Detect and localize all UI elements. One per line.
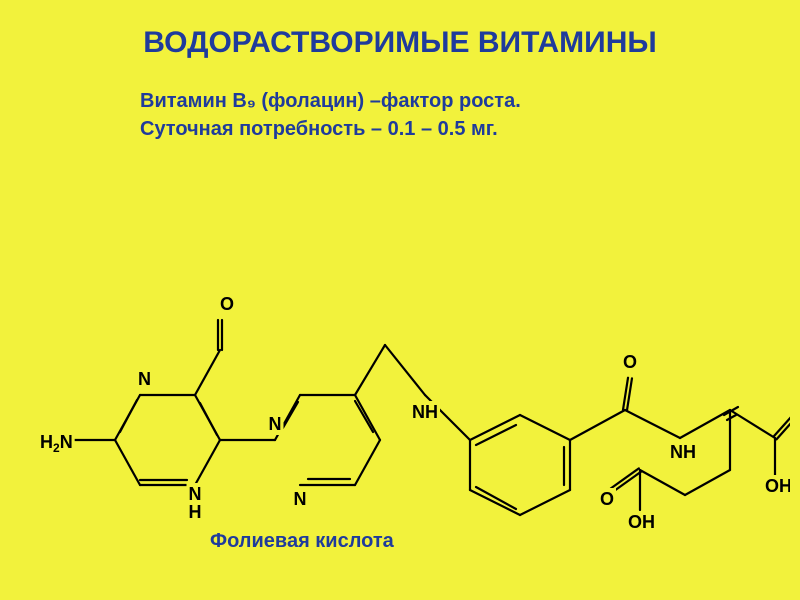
svg-text:O: O [220,294,234,314]
subtitle-line-1: Витамин В₉ (фолацин) –фактор роста. [140,90,521,113]
svg-text:O: O [600,489,614,509]
svg-text:H: H [189,502,202,522]
svg-text:N: N [138,369,151,389]
page-title: ВОДОРАСТВОРИМЫЕ ВИТАМИНЫ [0,26,800,60]
svg-text:NH: NH [412,402,438,422]
svg-text:N: N [294,489,307,509]
svg-text:OH: OH [628,512,655,530]
slide: ВОДОРАСТВОРИМЫЕ ВИТАМИНЫ Витамин В₉ (фол… [0,0,800,600]
svg-text:OH: OH [765,476,790,496]
structure-caption: Фолиевая кислота [210,530,394,553]
svg-text:O: O [623,352,637,372]
subtitle-line-2: Суточная потребность – 0.1 – 0.5 мг. [140,118,498,141]
svg-text:N: N [269,414,282,434]
svg-text:NH: NH [670,442,696,462]
chemical-structure: ONNHH2NNNNHONHOOHOOH [30,170,790,530]
